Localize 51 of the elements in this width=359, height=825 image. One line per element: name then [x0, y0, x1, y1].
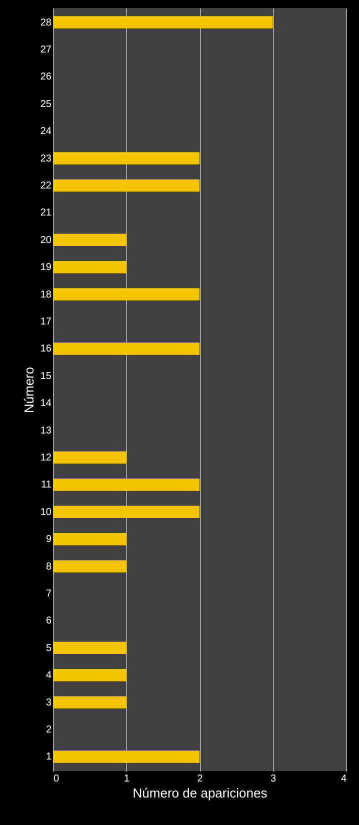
x-tick-label: 0 — [54, 774, 60, 784]
y-tick-label: 23 — [40, 153, 52, 164]
y-tick-label: 28 — [40, 17, 52, 28]
y-tick-label: 24 — [40, 126, 52, 138]
bar — [53, 342, 200, 355]
bar — [53, 451, 126, 464]
y-tick-label: 10 — [40, 506, 52, 518]
bar — [53, 260, 126, 274]
bar — [53, 478, 200, 491]
bar — [53, 642, 126, 654]
y-tick-label: 16 — [40, 344, 52, 355]
y-tick-label: 21 — [40, 208, 52, 219]
y-tick-label: 22 — [40, 180, 52, 192]
x-tick-label: 2 — [197, 774, 204, 784]
y-tick-label: 3 — [46, 697, 52, 708]
y-tick-label: 5 — [46, 642, 52, 654]
y-tick-label: 2 — [46, 724, 52, 736]
y-tick-label: 18 — [40, 289, 52, 300]
bar — [53, 532, 126, 546]
y-tick-label: 14 — [40, 398, 52, 410]
bar — [53, 560, 126, 572]
bar — [53, 152, 200, 164]
y-tick-label: 15 — [40, 370, 52, 382]
y-tick-label: 9 — [46, 534, 52, 546]
y-tick-label: 4 — [46, 670, 52, 682]
bar — [53, 179, 200, 192]
y-tick-label: 26 — [40, 72, 52, 83]
x-tick-label: 1 — [124, 774, 130, 784]
bar — [53, 668, 126, 682]
y-tick-label: 6 — [46, 616, 52, 627]
x-axis-title: Número de apariciones — [132, 786, 268, 800]
bar — [53, 506, 200, 518]
y-tick-label: 27 — [40, 44, 52, 56]
y-tick-label: 12 — [40, 452, 52, 464]
bar — [53, 696, 126, 708]
y-tick-label: 8 — [46, 561, 52, 572]
bar — [53, 234, 126, 246]
x-tick-label: 4 — [340, 774, 347, 784]
y-axis-title: Número — [21, 366, 36, 414]
y-tick-label: 1 — [46, 752, 52, 763]
y-tick-label: 17 — [40, 316, 52, 328]
y-tick-label: 19 — [40, 262, 52, 274]
y-tick-label: 25 — [40, 98, 52, 110]
x-tick-label: 3 — [270, 774, 276, 784]
bar — [53, 750, 200, 763]
y-tick-label: 13 — [40, 425, 52, 436]
bar — [53, 16, 273, 28]
y-tick-label: 7 — [46, 588, 52, 600]
y-tick-label: 11 — [41, 480, 52, 491]
y-tick-label: 20 — [40, 234, 52, 246]
bar — [53, 288, 200, 300]
